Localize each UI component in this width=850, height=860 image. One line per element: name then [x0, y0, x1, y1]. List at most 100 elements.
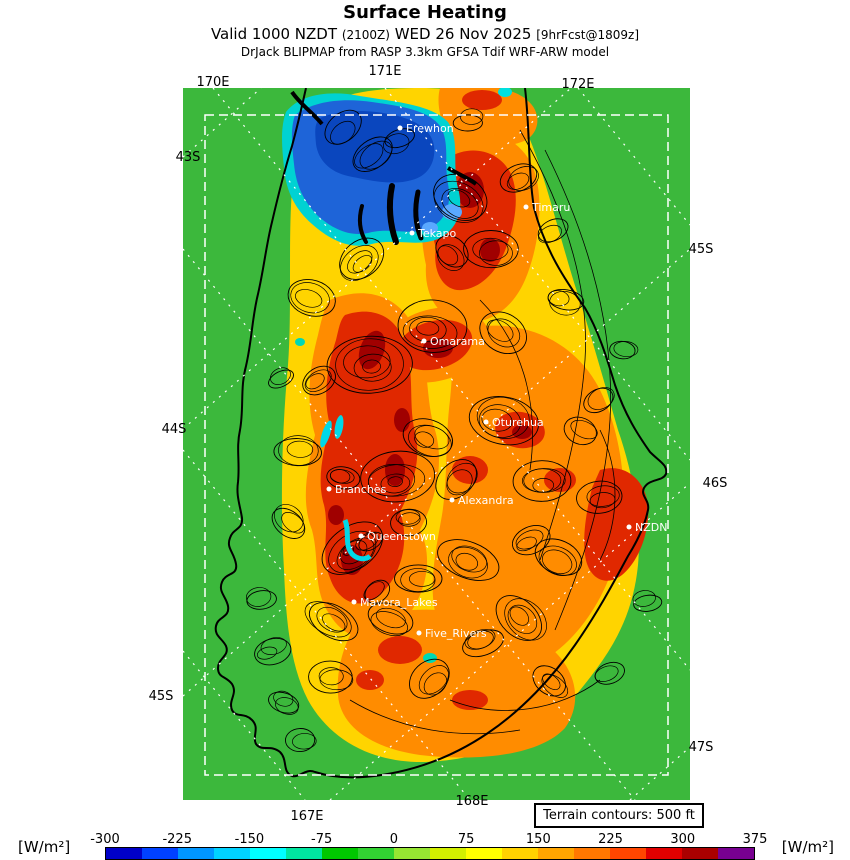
terrain-contour-line: [633, 594, 663, 612]
terrain-contour-line: [446, 469, 473, 496]
terrain-contour-line: [286, 440, 314, 458]
terrain-contour-line: [254, 637, 292, 666]
terrain-contour-line: [292, 733, 317, 750]
terrain-contour-line: [534, 538, 583, 576]
lake-wakatipu: [342, 519, 372, 562]
terrain-contour-line: [343, 345, 391, 379]
terrain-contour-line: [509, 606, 530, 626]
terrain-contour-line: [532, 478, 555, 493]
valid-zulu: (2100Z): [341, 28, 390, 42]
river-mark: [290, 90, 324, 126]
terrain-contour-line: [304, 601, 352, 638]
colorbar-tick-label: -150: [234, 832, 265, 847]
model-line: DrJack BLIPMAP from RASP 3.3km GFSA Tdif…: [240, 45, 610, 59]
terrain-contour-line: [532, 665, 566, 697]
terrain-contour-line: [269, 367, 291, 385]
lon-label-bottom: 168E: [455, 794, 488, 809]
terrain-contour-line: [402, 418, 453, 457]
place-marker: Queenstown: [358, 530, 436, 543]
place-dot: [397, 125, 403, 131]
terrain-contour-line: [339, 237, 385, 280]
lon-label-top: 170E: [196, 75, 229, 90]
colorbar-segment: [466, 848, 502, 859]
colorbar-segment: [214, 848, 250, 859]
place-dot: [358, 533, 364, 539]
terrain-contour-line: [576, 480, 623, 514]
terrain-contour-line: [446, 462, 478, 494]
terrain-contour-line: [587, 387, 615, 410]
terrain-contour-line: [354, 143, 384, 169]
lat-label-left: 43S: [176, 150, 201, 165]
colorbar-segment: [106, 848, 142, 859]
lake-pukaki: [386, 183, 399, 245]
colorbar-tick-label: 225: [598, 832, 623, 847]
terrain-contour-line: [418, 665, 449, 695]
place-label: NZDN: [635, 521, 667, 534]
terrain-contour-line: [632, 590, 656, 607]
terrain-contour-line: [364, 579, 391, 604]
page-title: Surface Heating: [343, 2, 507, 23]
place-dot: [409, 230, 415, 236]
terrain-contour-line: [538, 545, 577, 576]
terrain-contour-line: [329, 469, 351, 484]
terrain-contour-line: [416, 321, 440, 336]
terrain-contour-line: [547, 290, 570, 307]
terrain-contour-line: [414, 431, 435, 448]
terrain-contour-line: [400, 568, 436, 592]
place-dot: [449, 497, 455, 503]
terrain-contour-line: [305, 373, 325, 390]
terrain-contour-line: [370, 611, 408, 637]
colorbar-tick-label: -225: [162, 832, 192, 847]
terrain-contour-line: [326, 466, 361, 490]
terrain-contour-line: [468, 396, 540, 446]
terrain-contour-line: [613, 341, 639, 358]
terrain-contours-note: Terrain contours: 500 ft: [534, 803, 704, 828]
terrain-contour-line: [271, 507, 306, 539]
terrain-contour-line: [476, 396, 530, 439]
terrain-contour-line: [304, 369, 332, 392]
forecast-tag: [9hrFcst@1809z]: [536, 28, 640, 42]
terrain-contour-line: [499, 163, 538, 193]
place-markers: Erewhon Timaru Tekapo Omarama Oturehua B…: [326, 122, 667, 640]
terrain-contour-line: [359, 140, 393, 170]
terrain-contour-line: [409, 316, 447, 343]
grid-coordinate-labels: 170E 171E 172E 167E 168E 43S 44S 45S 45S…: [149, 64, 728, 824]
terrain-contour-line: [583, 387, 614, 414]
valid-line: Valid 1000 NZDT (2100Z) WED 26 Nov 2025 …: [0, 25, 850, 43]
valid-date: WED 26 Nov 2025: [394, 25, 532, 43]
heating-cool-spots: [295, 88, 512, 663]
place-marker: Alexandra: [449, 494, 514, 507]
place-dot: [421, 338, 427, 344]
terrain-contour-line: [268, 369, 294, 389]
terrain-contour-line: [326, 335, 413, 394]
colorbar-tick-label: -300: [90, 832, 120, 847]
terrain-contour-line: [447, 189, 471, 208]
terrain-contour-line: [504, 598, 547, 641]
colorbar-segment: [250, 848, 286, 859]
terrain-contour-line: [358, 531, 383, 552]
terrain-contour-line: [278, 435, 319, 466]
colorbar-segment: [502, 848, 538, 859]
place-label: Tekapo: [417, 227, 457, 240]
terrain-contours-east: [349, 129, 616, 735]
terrain-contour-line: [538, 224, 562, 244]
terrain-contour-line: [380, 473, 411, 494]
colorbar-tick-label: -75: [311, 832, 333, 847]
terrain-contour-line: [433, 180, 484, 223]
place-marker: Erewhon: [397, 122, 454, 135]
terrain-contour-line: [246, 590, 277, 610]
colorbar-segment: [610, 848, 646, 859]
colorbar-tick-label: 375: [742, 832, 768, 847]
terrain-contour-line: [375, 607, 406, 629]
lon-label-bottom: 167E: [290, 809, 323, 824]
terrain-contour-line: [586, 485, 620, 507]
terrain-contour-line: [448, 546, 488, 579]
colorbar-unit-right: [W/m²]: [781, 838, 834, 856]
terrain-contour-line: [290, 282, 330, 314]
terrain-contour-line: [487, 318, 521, 348]
terrain-contour-line: [451, 545, 488, 573]
terrain-contour-line: [594, 665, 619, 682]
terrain-contour-line: [516, 536, 537, 552]
terrain-contour-line: [486, 319, 514, 342]
terrain-contour-line: [302, 365, 336, 396]
